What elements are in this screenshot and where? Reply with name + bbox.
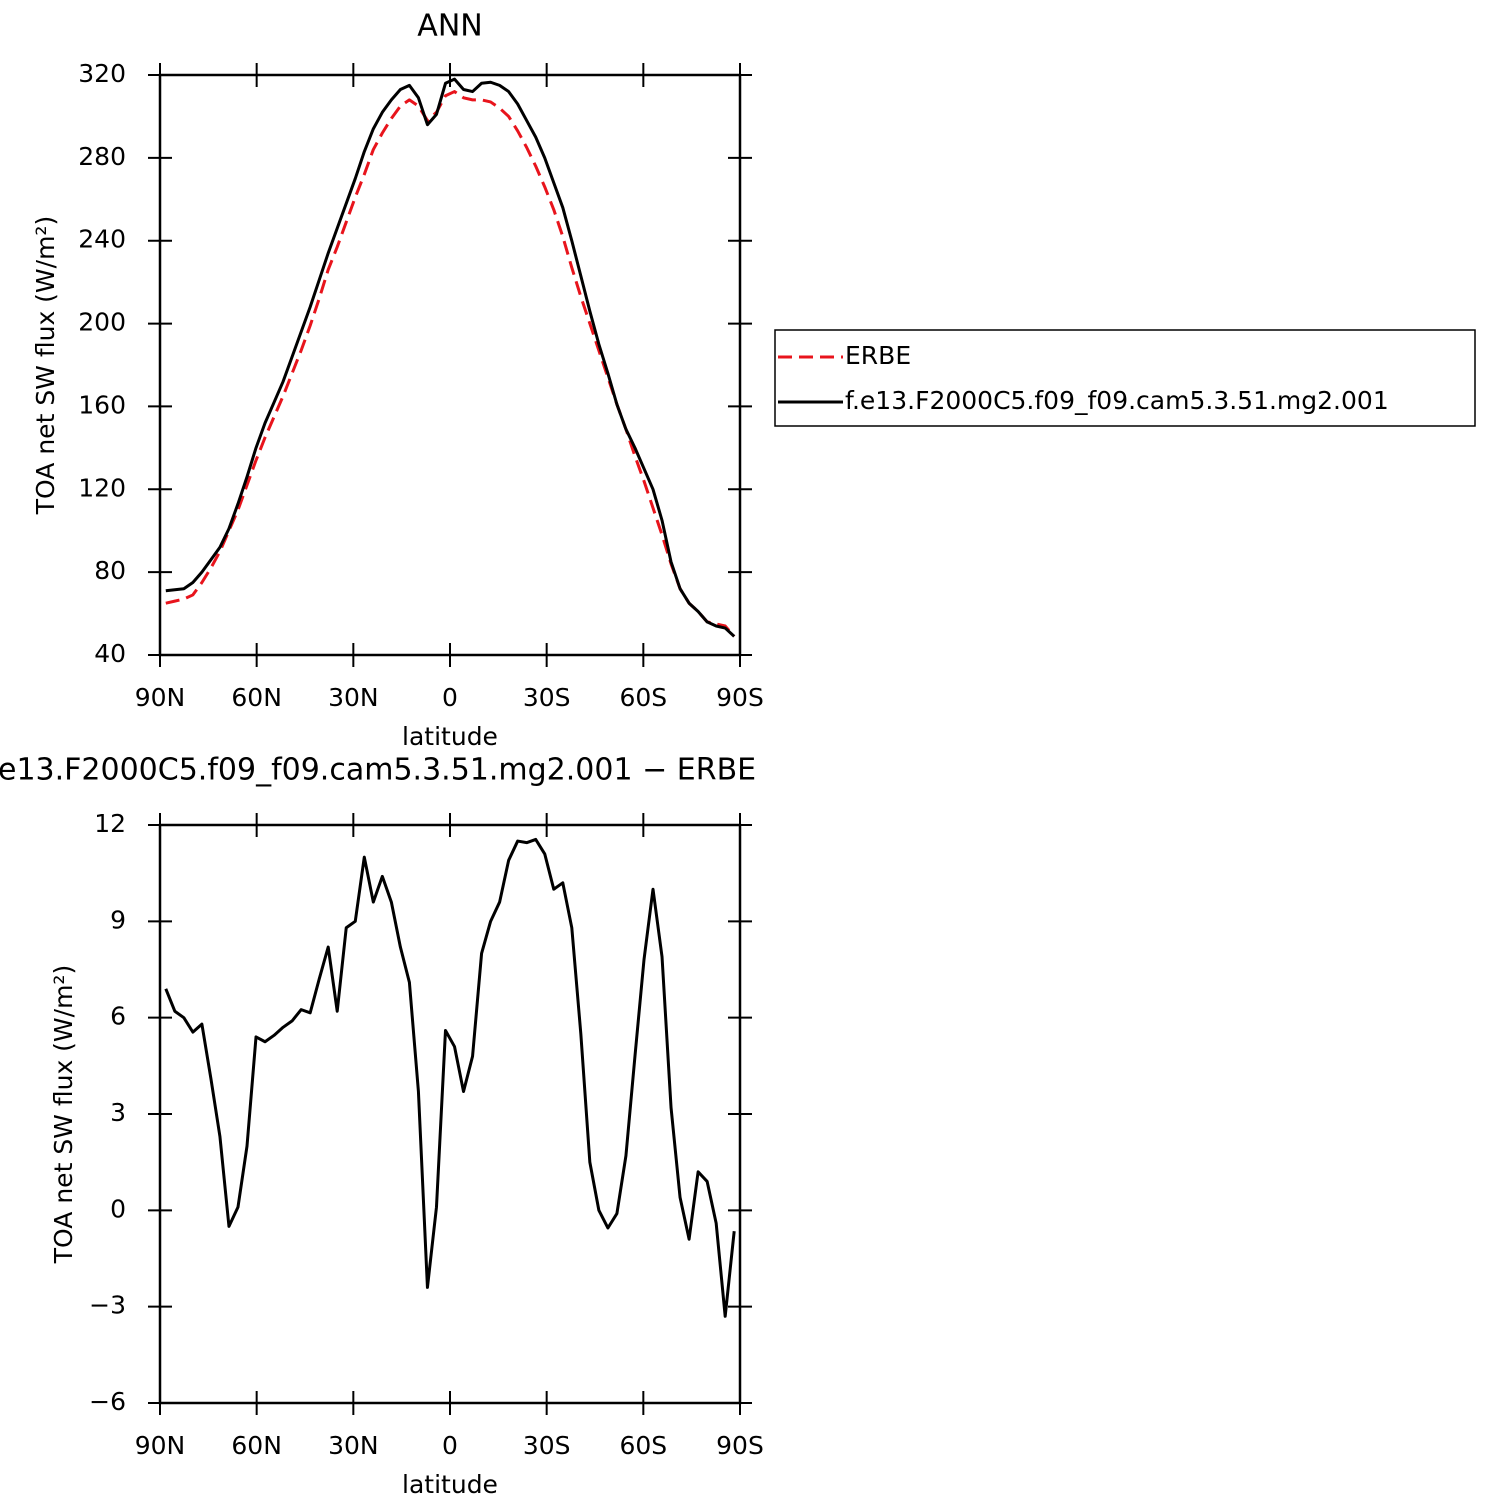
x-tick-label: 60S bbox=[619, 1431, 667, 1460]
data-line bbox=[165, 90, 736, 638]
y-tick-label: 160 bbox=[78, 390, 126, 419]
x-tick-label: 60N bbox=[231, 683, 282, 712]
y-axis-label: TOA net SW flux (W/m²) bbox=[31, 216, 60, 515]
x-tick-label: 90S bbox=[716, 1431, 764, 1460]
x-tick-label: 30S bbox=[523, 683, 571, 712]
y-tick-label: 9 bbox=[110, 905, 126, 934]
x-tick-label: 60S bbox=[619, 683, 667, 712]
y-tick-label: 12 bbox=[94, 809, 126, 838]
legend-label: f.e13.F2000C5.f09_f09.cam5.3.51.mg2.001 bbox=[845, 386, 1389, 415]
y-tick-label: 40 bbox=[94, 639, 126, 668]
x-tick-label: 60N bbox=[231, 1431, 282, 1460]
x-tick-label: 0 bbox=[442, 683, 458, 712]
y-tick-label: 120 bbox=[78, 473, 126, 502]
y-tick-label: 240 bbox=[78, 225, 126, 254]
x-axis-label: latitude bbox=[402, 722, 498, 751]
x-tick-label: 90S bbox=[716, 683, 764, 712]
y-tick-label: −3 bbox=[89, 1291, 126, 1320]
y-tick-label: 200 bbox=[78, 308, 126, 337]
y-tick-label: −6 bbox=[89, 1387, 126, 1416]
y-tick-label: 320 bbox=[78, 59, 126, 88]
data-line bbox=[164, 837, 736, 1318]
x-tick-label: 30N bbox=[328, 683, 379, 712]
plot-frame bbox=[158, 73, 742, 657]
chart-title: e13.F2000C5.f09_f09.cam5.3.51.mg2.001 − … bbox=[0, 753, 756, 788]
y-tick-label: 0 bbox=[110, 1194, 126, 1223]
x-tick-label: 0 bbox=[442, 1431, 458, 1460]
data-line bbox=[165, 77, 736, 638]
plot-frame bbox=[158, 823, 742, 1405]
y-tick-label: 6 bbox=[110, 1002, 126, 1031]
x-tick-label: 90N bbox=[135, 683, 186, 712]
y-axis-label: TOA net SW flux (W/m²) bbox=[49, 965, 78, 1264]
x-axis-label: latitude bbox=[402, 1470, 498, 1499]
x-tick-label: 90N bbox=[135, 1431, 186, 1460]
legend-box bbox=[774, 329, 1476, 427]
y-tick-label: 280 bbox=[78, 142, 126, 171]
x-tick-label: 30S bbox=[523, 1431, 571, 1460]
legend-label: ERBE bbox=[845, 341, 911, 370]
y-tick-label: 3 bbox=[110, 1098, 126, 1127]
y-tick-label: 80 bbox=[94, 556, 126, 585]
x-tick-label: 30N bbox=[328, 1431, 379, 1460]
chart-title: ANN bbox=[417, 9, 482, 44]
